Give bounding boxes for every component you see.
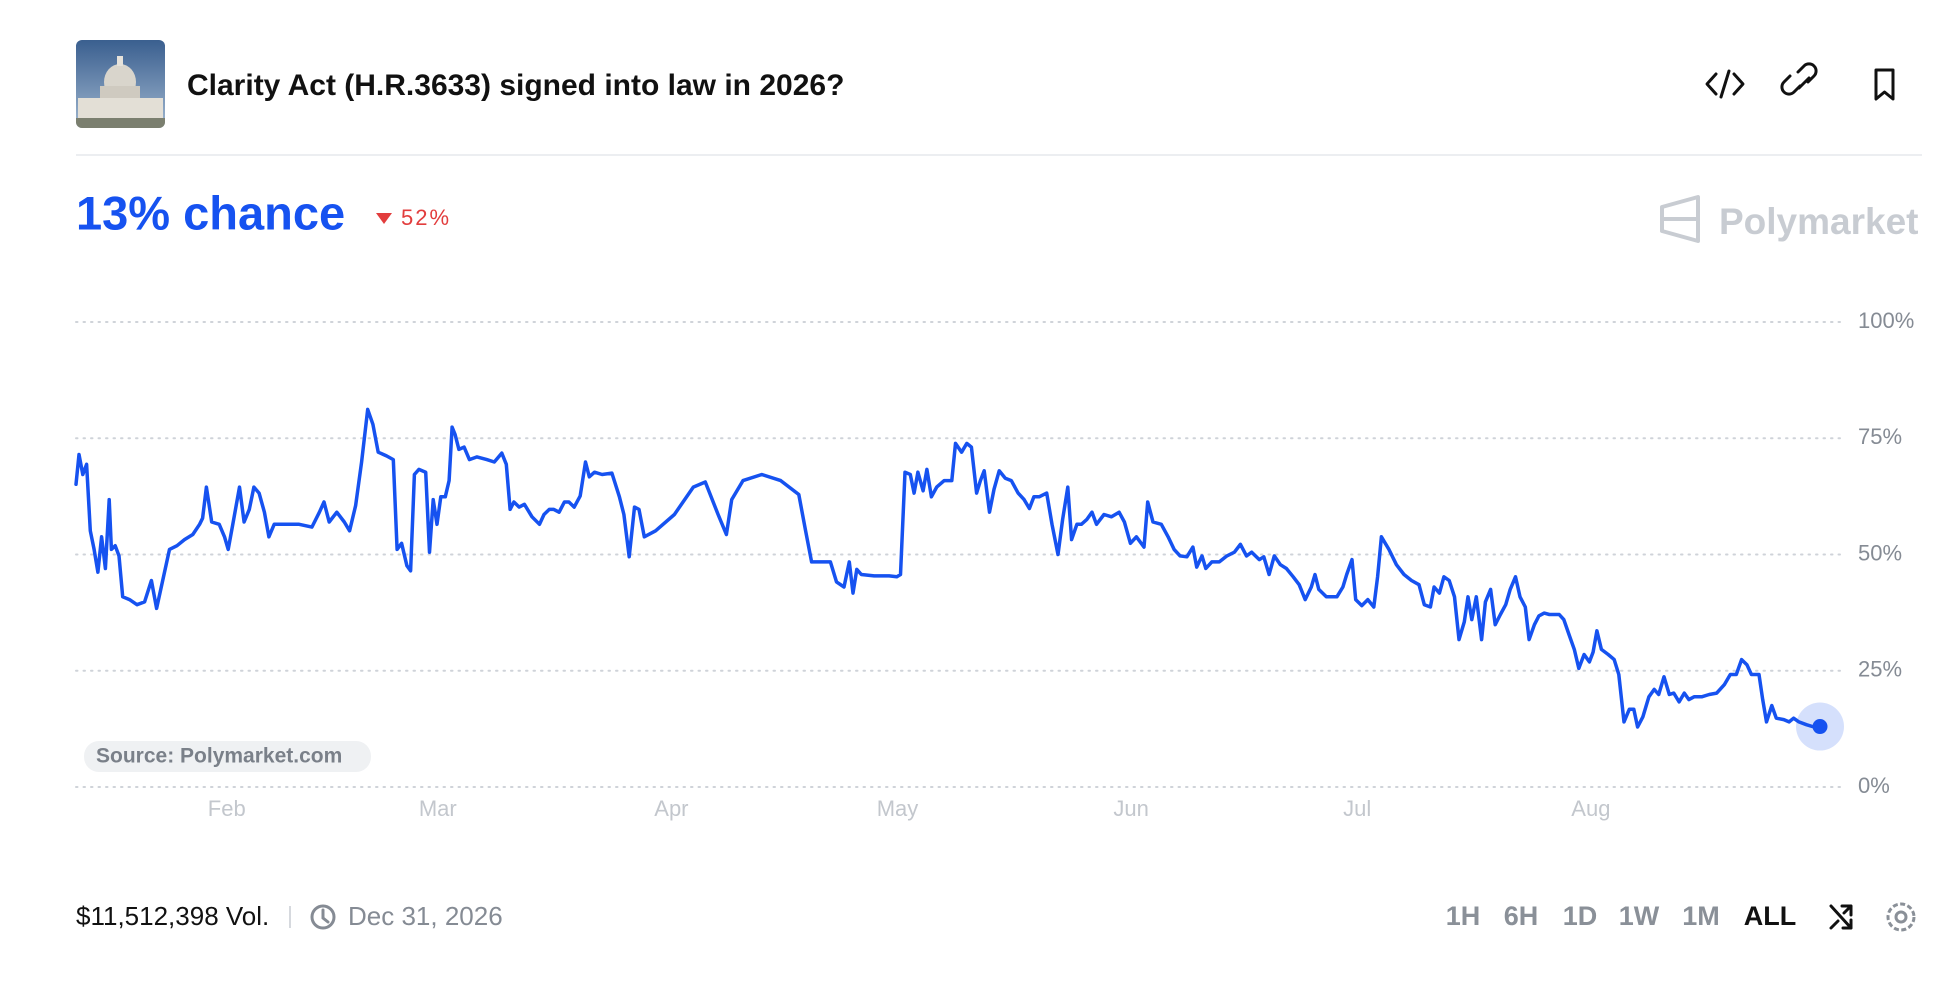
range-button[interactable]: 1M	[1682, 901, 1720, 931]
x-tick-label: Jun	[1113, 796, 1148, 821]
range-button[interactable]: ALL	[1744, 901, 1796, 931]
market-thumbnail	[76, 40, 165, 128]
x-tick-label: Aug	[1571, 796, 1610, 821]
volume: $11,512,398 Vol.	[76, 901, 269, 931]
range-button[interactable]: 6H	[1504, 901, 1539, 931]
bookmark-button[interactable]	[1874, 68, 1895, 101]
brand-logo: Polymarket	[1660, 195, 1919, 243]
x-tick-label: Feb	[208, 796, 246, 821]
y-tick-label: 50%	[1858, 540, 1902, 565]
range-selector: 1H 6H 1D 1W 1M ALL	[1446, 901, 1797, 931]
x-tick-label: Mar	[419, 796, 457, 821]
price-line	[74, 407, 1822, 729]
market-title: Clarity Act (H.R.3633) signed into law i…	[187, 69, 844, 102]
range-button[interactable]: 1D	[1563, 901, 1598, 931]
y-tick-label: 25%	[1858, 657, 1902, 682]
settings-button[interactable]	[1886, 902, 1916, 932]
copy-link-button[interactable]	[1780, 62, 1818, 96]
source-pill	[84, 741, 371, 772]
range-button[interactable]: 1H	[1446, 901, 1481, 931]
brand-name: Polymarket	[1719, 201, 1919, 242]
y-tick-label: 100%	[1858, 308, 1914, 333]
range-button[interactable]: 1W	[1619, 901, 1660, 931]
y-tick-label: 0%	[1858, 773, 1890, 798]
latest-point	[1812, 719, 1828, 735]
compare-button[interactable]	[1829, 904, 1853, 930]
embed-button[interactable]	[1705, 69, 1745, 99]
price-chart: 0% 25% 50% 75% 100% Feb Mar Apr May Jun Jul Aug	[74, 308, 1914, 821]
x-tick-label: May	[877, 796, 919, 821]
change: 52%	[401, 205, 451, 230]
probability: 13% chance	[76, 186, 345, 239]
y-tick-label: 75%	[1858, 424, 1902, 449]
end-date: Dec 31, 2026	[348, 901, 503, 931]
x-tick-label: Jul	[1343, 796, 1371, 821]
change-arrow	[376, 213, 392, 224]
clock-icon	[310, 904, 336, 930]
source: Source: Polymarket.com	[96, 745, 342, 768]
x-tick-label: Apr	[654, 796, 688, 821]
